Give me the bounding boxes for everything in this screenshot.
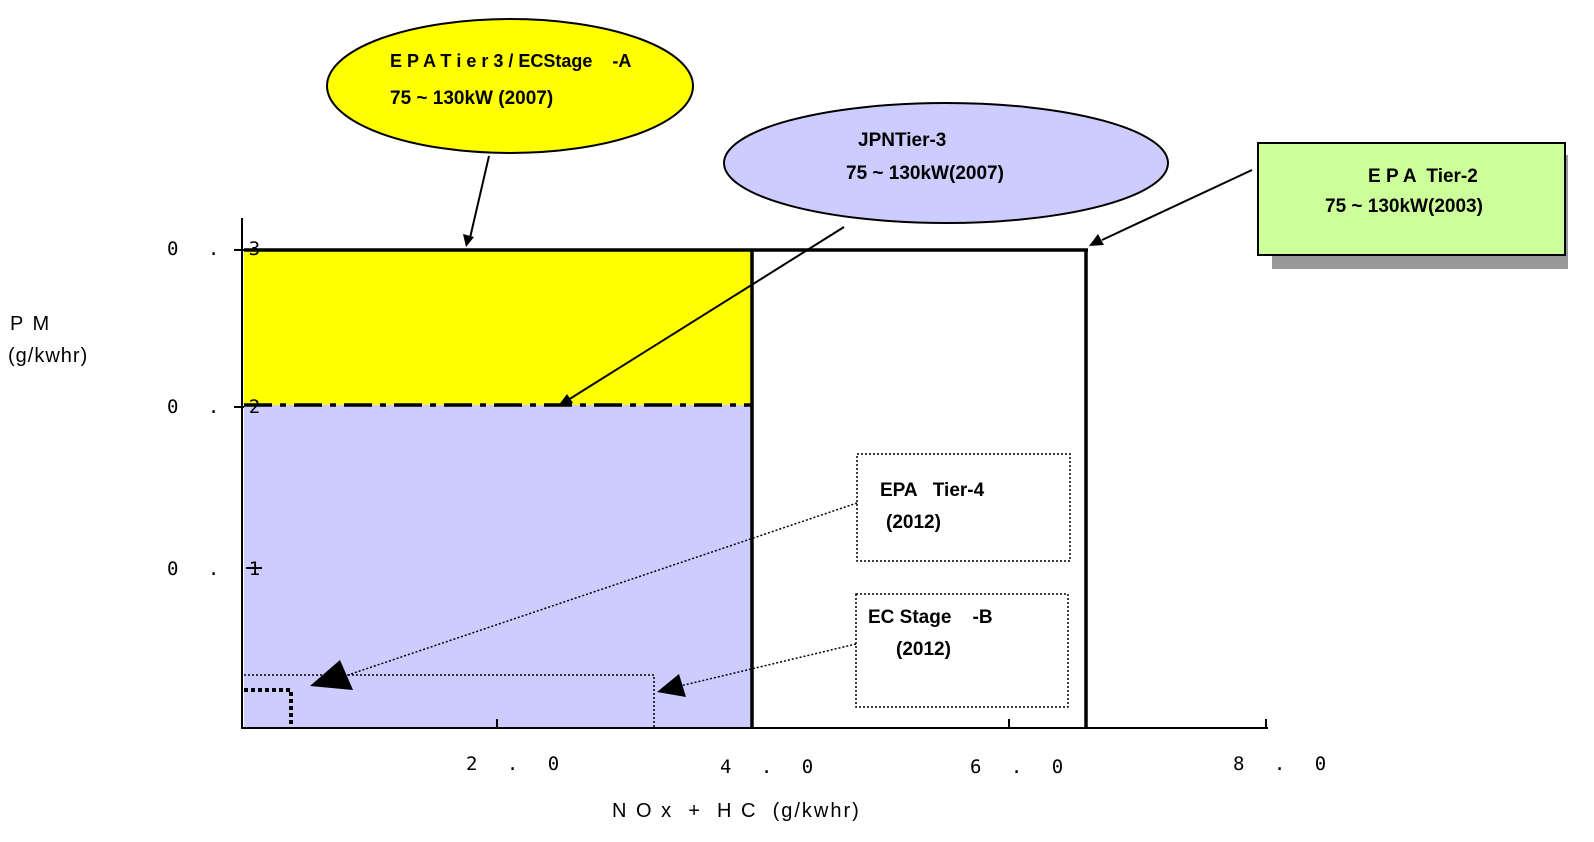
epa-tier4-callout-line1: EPA Tier-4 <box>880 480 985 501</box>
epa-tier4-callout-line2: (2012) <box>886 512 941 533</box>
epa-tier3-callout-line2: 75 ~ 130kW (2007) <box>390 88 554 109</box>
epa-tier4-callout-shape <box>856 453 1071 562</box>
ec-stage-b-callout-line1: EC Stage -B <box>868 607 993 628</box>
epa-tier3-callout-line1: E P A T i e r 3 / ECStage -A <box>390 51 632 71</box>
epa-tier3-callout-shape <box>326 18 694 154</box>
epa-tier2-callout-line1: E P A Tier-2 <box>1368 166 1478 187</box>
ec-stage-b-callout-line2: (2012) <box>896 639 951 660</box>
x-tick-label-2.0: 2 . 0 <box>466 753 569 775</box>
y-axis-title-line2: (g/kwhr) <box>8 345 89 367</box>
ec-stage-b-arrow <box>657 643 857 697</box>
ec-stage-b-callout-shape <box>855 593 1069 708</box>
x-tick-label-8.0: 8 . 0 <box>1233 753 1336 775</box>
epa-tier2-arrow <box>1089 169 1253 246</box>
epa-tier4-limit-line <box>244 688 293 728</box>
epa-tier3-arrow <box>463 155 490 247</box>
jpn-tier3-callout-line2: 75 ~ 130kW(2007) <box>846 163 1004 184</box>
x-tick-label-6.0: 6 . 0 <box>970 756 1073 778</box>
jpn-tier3-callout-shape <box>723 102 1169 224</box>
ec-stage-b-limit-line <box>244 674 655 728</box>
x-axis-title: N O x + H C (g/kwhr) <box>612 800 861 822</box>
epa-tier4-arrow <box>310 502 858 690</box>
y-tick-label-0.1: 0 . 1 <box>167 558 270 580</box>
y-tick-label-0.3: 0 . 3 <box>167 238 270 260</box>
epa-tier2-callout-line2: 75 ~ 130kW(2003) <box>1325 196 1483 217</box>
x-tick-label-4.0: 4 . 0 <box>720 756 823 778</box>
jpn-tier3-callout-line1: JPNTier-3 <box>858 130 947 151</box>
y-tick-label-0.2: 0 . 2 <box>167 396 270 418</box>
epa-tier2-callout-shape <box>1257 142 1566 256</box>
region-epa-tier3-ec-stage-a <box>244 250 752 405</box>
y-axis-title-line1: P M <box>10 313 52 335</box>
jpn-tier3-arrow <box>558 226 845 406</box>
